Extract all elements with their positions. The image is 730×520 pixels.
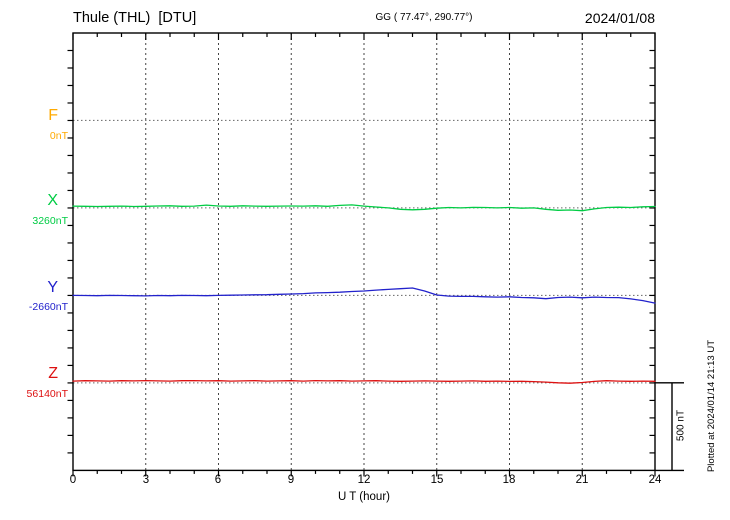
plotted-timestamp-note: Plotted at 2024/01/14 21:13 UT bbox=[706, 339, 717, 473]
x-axis-title: U T (hour) bbox=[338, 491, 390, 503]
trace-baseline-value-f: 0nT bbox=[49, 130, 68, 142]
x-tick-label: 21 bbox=[575, 474, 589, 486]
trace-baseline-value-y: -2660nT bbox=[28, 301, 68, 313]
station-title: Thule (THL) [DTU] bbox=[73, 10, 197, 26]
geographic-coordinates: GG ( 77.47°, 290.77°) bbox=[375, 12, 473, 23]
plot-date: 2024/01/08 bbox=[584, 10, 655, 26]
x-tick-label: 9 bbox=[287, 474, 295, 486]
trace-baseline-value-z: 56140nT bbox=[26, 388, 68, 400]
x-tick-label: 15 bbox=[430, 474, 444, 486]
x-tick-label: 12 bbox=[357, 474, 371, 486]
trace-label-y: Y bbox=[47, 279, 58, 296]
trace-label-z: Z bbox=[48, 365, 58, 382]
x-tick-label: 18 bbox=[502, 474, 516, 486]
x-tick-label: 0 bbox=[69, 474, 77, 486]
x-tick-label: 6 bbox=[214, 474, 222, 486]
x-tick-label: 3 bbox=[142, 474, 150, 486]
x-tick-label: 24 bbox=[648, 474, 662, 486]
scalebar-label: 500 nT bbox=[675, 409, 687, 442]
trace-label-f: F bbox=[48, 107, 58, 124]
trace-label-x: X bbox=[47, 192, 58, 209]
trace-baseline-value-x: 3260nT bbox=[32, 215, 68, 227]
